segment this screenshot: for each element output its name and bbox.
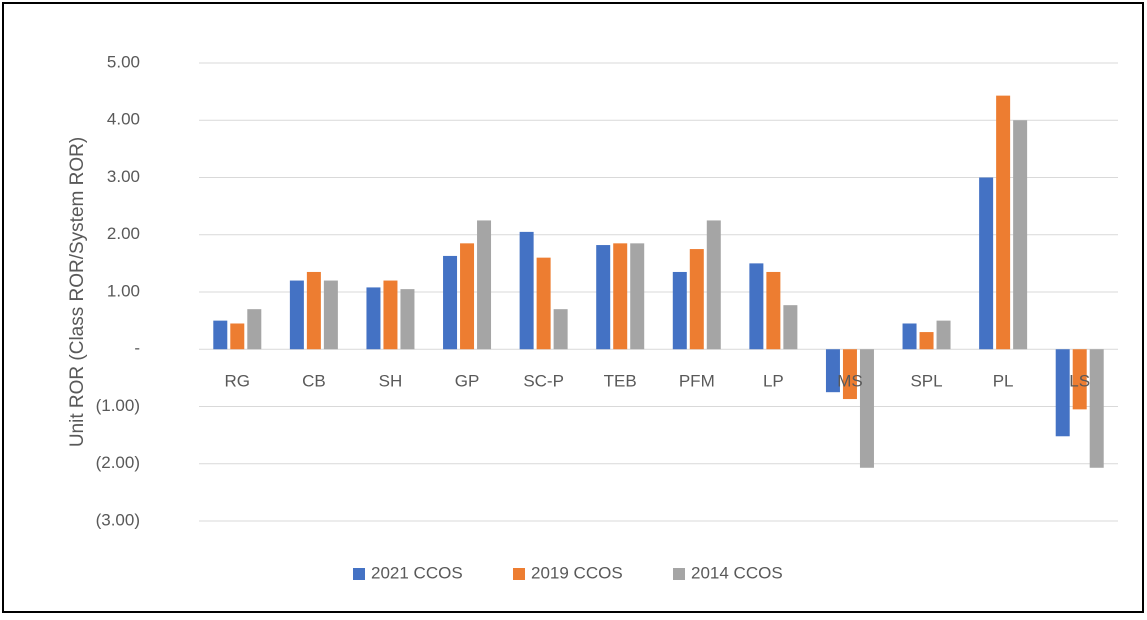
bar xyxy=(936,320,951,350)
bar xyxy=(1072,349,1087,410)
x-tick-label: LP xyxy=(763,372,784,391)
legend-swatch xyxy=(673,568,685,580)
legend-label: 2019 CCOS xyxy=(531,563,623,582)
x-tick-label: LS xyxy=(1069,372,1090,391)
x-tick-label: TEB xyxy=(604,372,637,391)
bar xyxy=(766,271,781,350)
y-tick-label: (1.00) xyxy=(96,396,140,415)
bar xyxy=(519,231,534,350)
bar xyxy=(706,220,721,350)
x-tick-label: GP xyxy=(455,372,480,391)
bar xyxy=(553,309,568,350)
bar xyxy=(689,249,704,350)
bar xyxy=(460,243,475,350)
bar xyxy=(613,243,628,350)
x-tick-label: SPL xyxy=(910,372,942,391)
bar xyxy=(979,177,994,350)
legend-swatch xyxy=(353,568,365,580)
bar xyxy=(825,349,840,393)
x-tick-label: RG xyxy=(225,372,251,391)
bar xyxy=(749,263,764,350)
bar xyxy=(323,280,338,350)
y-axis-title: Unit ROR (Class ROR/System ROR) xyxy=(67,137,88,447)
bar xyxy=(247,309,262,350)
bar xyxy=(366,287,381,350)
y-tick-label: (2.00) xyxy=(96,453,140,472)
bar xyxy=(383,280,398,350)
bar xyxy=(783,305,798,350)
bar xyxy=(630,243,645,350)
y-tick-label: 3.00 xyxy=(107,167,140,186)
bar xyxy=(902,323,917,350)
bar xyxy=(213,320,228,350)
x-tick-label: PL xyxy=(993,372,1014,391)
x-tick-label: SH xyxy=(379,372,403,391)
bar xyxy=(477,220,492,350)
x-tick-label: SC-P xyxy=(523,372,564,391)
bar xyxy=(1089,349,1104,468)
y-tick-label: 5.00 xyxy=(107,52,140,71)
bar xyxy=(672,271,687,350)
y-tick-label: 1.00 xyxy=(107,281,140,300)
bar xyxy=(289,280,304,350)
bar xyxy=(1013,120,1028,350)
legend-swatch xyxy=(513,568,525,580)
bar xyxy=(443,255,458,350)
x-tick-label: MS xyxy=(837,372,863,391)
bar xyxy=(536,257,551,350)
y-tick-label: 4.00 xyxy=(107,110,140,129)
bar xyxy=(400,289,415,350)
x-tick-label: CB xyxy=(302,372,326,391)
y-tick-label: (3.00) xyxy=(96,510,140,529)
bar xyxy=(230,323,245,350)
bar xyxy=(996,95,1011,350)
legend-label: 2021 CCOS xyxy=(371,563,463,582)
y-tick-label: - xyxy=(134,339,140,358)
bar xyxy=(1055,349,1070,437)
bar xyxy=(919,332,934,350)
y-tick-label: 2.00 xyxy=(107,224,140,243)
x-tick-label: PFM xyxy=(679,372,715,391)
bar xyxy=(842,349,857,400)
bar xyxy=(306,271,321,350)
legend-label: 2014 CCOS xyxy=(691,563,783,582)
bar xyxy=(859,349,874,468)
bar xyxy=(596,245,611,350)
